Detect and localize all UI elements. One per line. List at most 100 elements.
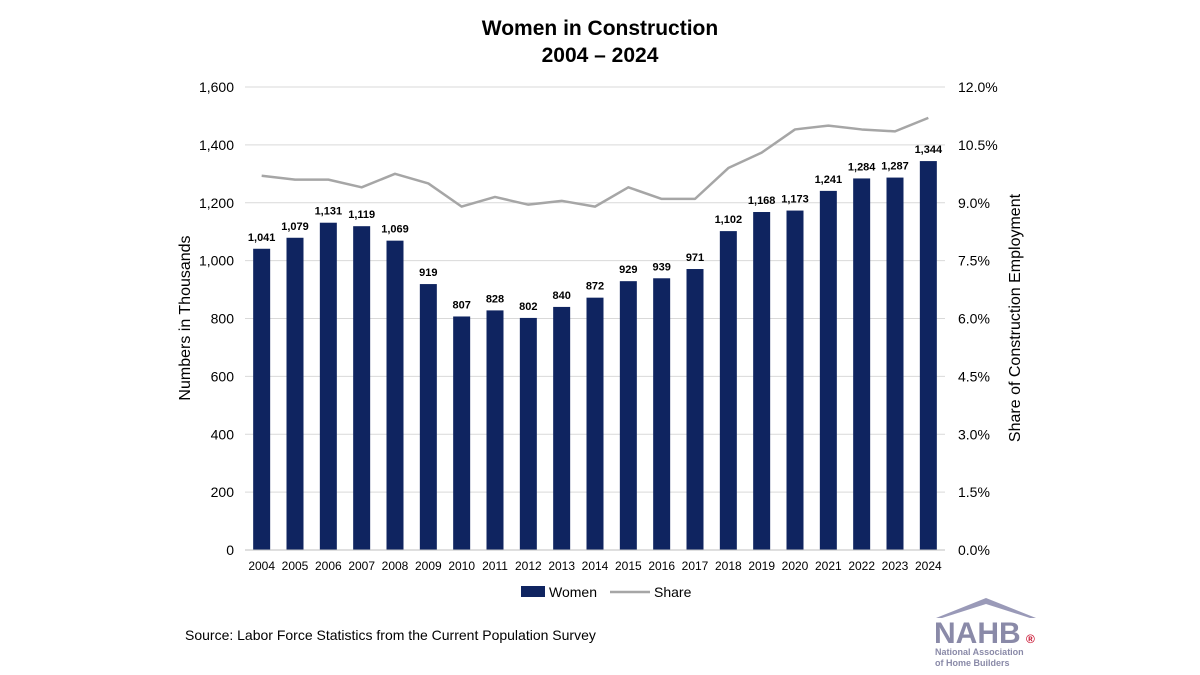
bar-2017	[686, 269, 704, 550]
left-axis-ticks: 0 200 400 600 800 1,000 1,200 1,400 1,600	[199, 79, 234, 558]
logo-line-1: National Association	[935, 647, 1024, 657]
bar-label-2007: 1,119	[348, 209, 375, 221]
right-tick-label: 3.0%	[958, 426, 990, 442]
x-tick-label: 2019	[748, 559, 775, 573]
legend-share-label: Share	[654, 584, 692, 600]
bar-2014	[586, 297, 604, 550]
bar-label-2021: 1,241	[815, 174, 843, 186]
bar-2021	[819, 190, 837, 550]
chart-subtitle: 2004 – 2024	[541, 44, 659, 67]
bar-2020	[786, 210, 804, 551]
bar-label-2006: 1,131	[315, 206, 343, 218]
bar-2008	[386, 240, 404, 550]
left-tick-label: 1,400	[199, 137, 234, 153]
bar-data-labels: 1,041 1,079 1,131 1,119 1,069 919 807 828 802 840…	[248, 144, 943, 313]
x-tick-label: 2022	[848, 559, 875, 573]
bar-2009	[419, 284, 437, 550]
bar-2023	[886, 177, 904, 550]
bar-2019	[753, 212, 771, 550]
bar-label-2014: 872	[586, 281, 604, 293]
x-tick-label: 2013	[548, 559, 575, 573]
x-tick-label: 2015	[615, 559, 642, 573]
logo-registered-mark: ®	[1026, 632, 1035, 646]
source-note: Source: Labor Force Statistics from the …	[185, 627, 596, 643]
x-tick-label: 2004	[248, 559, 275, 573]
left-tick-label: 0	[226, 542, 234, 558]
x-tick-label: 2020	[782, 559, 809, 573]
bar-label-2023: 1,287	[881, 161, 909, 173]
bar-label-2024: 1,344	[915, 144, 943, 156]
bar-label-2015: 929	[619, 264, 637, 276]
x-tick-label: 2010	[448, 559, 475, 573]
x-tick-label: 2014	[582, 559, 609, 573]
legend-women-swatch	[521, 586, 545, 597]
x-tick-label: 2006	[315, 559, 342, 573]
left-tick-label: 800	[211, 311, 235, 327]
bar-2004	[253, 248, 271, 550]
left-tick-label: 600	[211, 368, 235, 384]
bar-label-2016: 939	[652, 261, 670, 273]
bar-2018	[719, 231, 737, 550]
logo-line-2: of Home Builders	[935, 658, 1010, 668]
left-tick-label: 200	[211, 484, 235, 500]
x-tick-label: 2008	[382, 559, 409, 573]
right-axis-label: Share of Construction Employment	[1007, 193, 1024, 442]
bar-label-2011: 828	[486, 293, 504, 305]
x-tick-label: 2017	[682, 559, 709, 573]
chart-title: Women in Construction	[481, 17, 719, 40]
bar-2006	[319, 222, 337, 551]
line-series-share	[261, 116, 929, 208]
bar-label-2004: 1,041	[248, 232, 276, 244]
left-tick-label: 400	[211, 426, 235, 442]
x-tick-label: 2016	[648, 559, 675, 573]
x-tick-label: 2023	[882, 559, 909, 573]
legend: Women Share	[521, 584, 692, 600]
bar-2010	[453, 316, 471, 550]
left-tick-label: 1,200	[199, 195, 234, 211]
logo-roof-icon	[936, 598, 1036, 618]
x-tick-label: 2009	[415, 559, 442, 573]
bar-2016	[653, 278, 671, 550]
x-axis-ticks: 2004 2005 2006 2007 2008 2009 2010 2011 2012 2013…	[248, 559, 942, 573]
bar-series-women	[253, 161, 937, 551]
bar-label-2009: 919	[419, 267, 437, 279]
bar-label-2005: 1,079	[281, 221, 309, 233]
x-tick-label: 2012	[515, 559, 542, 573]
x-tick-label: 2024	[915, 559, 942, 573]
logo-wordmark: NAHB	[934, 617, 1021, 650]
right-tick-label: 6.0%	[958, 311, 990, 327]
x-tick-label: 2018	[715, 559, 742, 573]
bar-label-2010: 807	[452, 299, 470, 311]
bar-2011	[486, 310, 504, 550]
bar-label-2019: 1,168	[748, 195, 776, 207]
bar-2012	[519, 317, 537, 550]
left-tick-label: 1,600	[199, 79, 234, 95]
bar-2015	[619, 281, 637, 550]
bar-2013	[553, 306, 571, 550]
bar-label-2017: 971	[686, 252, 704, 264]
left-axis-label: Numbers in Thousands	[177, 235, 194, 400]
bar-label-2018: 1,102	[715, 214, 743, 226]
bar-2005	[286, 237, 304, 550]
bar-2022	[853, 178, 871, 550]
share-line	[261, 116, 929, 208]
x-tick-label: 2007	[348, 559, 375, 573]
legend-women-label: Women	[549, 584, 597, 600]
bar-2007	[353, 226, 371, 550]
bar-label-2020: 1,173	[781, 194, 809, 206]
nahb-logo: NAHB ® National Association of Home Buil…	[934, 598, 1036, 668]
x-tick-label: 2021	[815, 559, 842, 573]
x-tick-label: 2005	[282, 559, 309, 573]
right-tick-label: 7.5%	[958, 253, 990, 269]
left-tick-label: 1,000	[199, 253, 234, 269]
right-tick-label: 1.5%	[958, 484, 990, 500]
x-tick-label: 2011	[482, 559, 508, 573]
right-axis-ticks: 0.0% 1.5% 3.0% 4.5% 6.0% 7.5% 9.0% 10.5% 12.0%	[958, 79, 998, 558]
right-tick-label: 0.0%	[958, 542, 990, 558]
right-tick-label: 4.5%	[958, 368, 990, 384]
right-tick-label: 10.5%	[958, 137, 998, 153]
bar-label-2013: 840	[552, 290, 570, 302]
right-tick-label: 12.0%	[958, 79, 998, 95]
bar-label-2022: 1,284	[848, 161, 876, 173]
